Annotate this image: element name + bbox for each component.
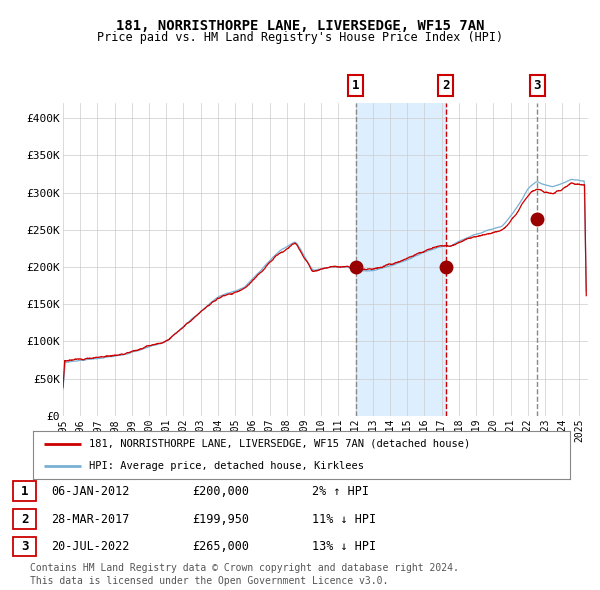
FancyBboxPatch shape	[13, 481, 36, 501]
Text: 181, NORRISTHORPE LANE, LIVERSEDGE, WF15 7AN: 181, NORRISTHORPE LANE, LIVERSEDGE, WF15…	[116, 19, 484, 33]
Text: £265,000: £265,000	[192, 540, 249, 553]
Text: 181, NORRISTHORPE LANE, LIVERSEDGE, WF15 7AN (detached house): 181, NORRISTHORPE LANE, LIVERSEDGE, WF15…	[89, 439, 470, 449]
Text: £199,950: £199,950	[192, 513, 249, 526]
Text: 13% ↓ HPI: 13% ↓ HPI	[312, 540, 376, 553]
Text: This data is licensed under the Open Government Licence v3.0.: This data is licensed under the Open Gov…	[30, 576, 388, 585]
Text: 2: 2	[442, 79, 449, 92]
FancyBboxPatch shape	[13, 537, 36, 556]
Text: HPI: Average price, detached house, Kirklees: HPI: Average price, detached house, Kirk…	[89, 461, 364, 471]
Bar	[356, 103, 446, 416]
Text: 2% ↑ HPI: 2% ↑ HPI	[312, 485, 369, 498]
Text: 28-MAR-2017: 28-MAR-2017	[51, 513, 130, 526]
Text: 06-JAN-2012: 06-JAN-2012	[51, 485, 130, 498]
Text: 11% ↓ HPI: 11% ↓ HPI	[312, 513, 376, 526]
Text: Price paid vs. HM Land Registry's House Price Index (HPI): Price paid vs. HM Land Registry's House …	[97, 31, 503, 44]
Text: £200,000: £200,000	[192, 485, 249, 498]
Text: 3: 3	[533, 79, 541, 92]
Text: 1: 1	[21, 485, 28, 498]
Text: 3: 3	[21, 540, 28, 553]
Text: 1: 1	[352, 79, 360, 92]
FancyBboxPatch shape	[13, 509, 36, 529]
Text: Contains HM Land Registry data © Crown copyright and database right 2024.: Contains HM Land Registry data © Crown c…	[30, 563, 459, 572]
Text: 2: 2	[21, 513, 28, 526]
Text: 20-JUL-2022: 20-JUL-2022	[51, 540, 130, 553]
